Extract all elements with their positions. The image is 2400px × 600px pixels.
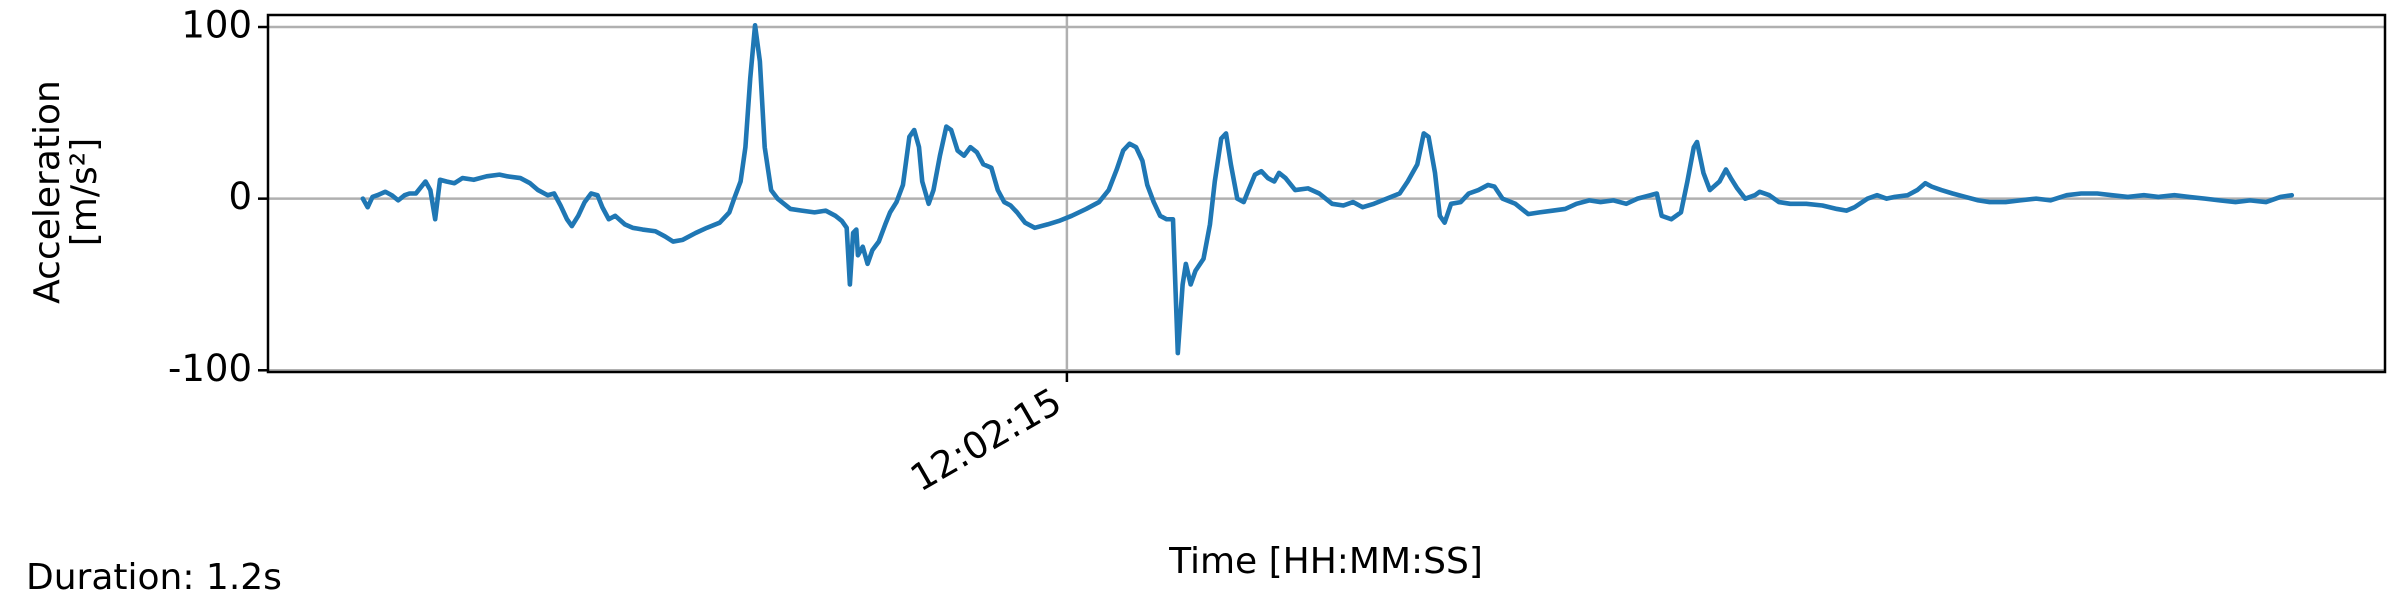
y-axis-label: Acceleration <box>27 80 68 304</box>
x-tick-label: 12:02:15 <box>903 380 1068 500</box>
annotation: Duration: 1.2s <box>26 557 282 598</box>
y-tick-label: 100 <box>181 4 252 47</box>
x-axis-label: Time [HH:MM:SS] <box>1168 541 1483 582</box>
plot-frame <box>266 13 2387 374</box>
y-tick-label: -100 <box>168 347 252 390</box>
y-tick-label: 0 <box>228 175 252 218</box>
y-axis-label: [m/s²] <box>64 138 105 246</box>
data-line <box>360 23 2295 356</box>
